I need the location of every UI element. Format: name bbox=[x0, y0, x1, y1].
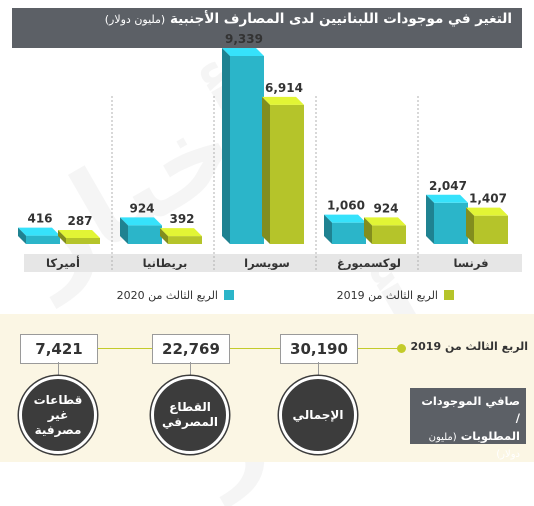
circle-label: القطاع bbox=[169, 400, 211, 414]
value-box-banking: 22,769 bbox=[152, 334, 230, 364]
data-label: 392 bbox=[169, 212, 194, 226]
data-label: 287 bbox=[67, 214, 92, 228]
circle-nonbanking: قطاعات غير مصرفية bbox=[19, 376, 97, 454]
data-label: 416 bbox=[27, 212, 52, 226]
connector-line bbox=[58, 362, 59, 376]
category-label: بريطانيا bbox=[143, 256, 188, 270]
legend-swatch-2019 bbox=[444, 290, 454, 300]
chart-title-text: التغير في موجودات اللبنانيين لدى المصارف… bbox=[169, 11, 512, 27]
connector-line bbox=[318, 362, 319, 376]
legend-label-2019: الربع الثالث من 2019 bbox=[336, 288, 438, 302]
category-label: لوكسمبورغ bbox=[337, 256, 401, 271]
bar-top bbox=[364, 217, 406, 226]
data-label: 924 bbox=[373, 201, 398, 215]
bar-top bbox=[262, 96, 304, 105]
bar-side bbox=[18, 227, 26, 244]
row-label: الربع الثالث من 2019 bbox=[410, 340, 528, 353]
category-axis-band bbox=[24, 254, 522, 272]
bar-2020 bbox=[332, 222, 366, 244]
bar-2019 bbox=[474, 215, 508, 244]
bar-side bbox=[364, 217, 372, 244]
bar-top bbox=[466, 207, 508, 216]
circle-total: الإجمالي bbox=[279, 376, 357, 454]
data-label: 1,407 bbox=[469, 192, 507, 206]
bar-2020 bbox=[434, 202, 468, 244]
chart-unit: (مليون دولار) bbox=[104, 13, 166, 26]
bar-side bbox=[160, 228, 168, 244]
bar-top bbox=[324, 214, 366, 223]
category-label: فرنسا bbox=[453, 256, 488, 270]
bar-2019 bbox=[270, 104, 304, 244]
data-label: 2,047 bbox=[429, 179, 467, 193]
circle-label: قطاعات bbox=[33, 392, 83, 407]
bar-top bbox=[58, 230, 100, 238]
bar-top bbox=[222, 48, 264, 56]
data-label: 9,339 bbox=[225, 32, 263, 46]
bar-2019 bbox=[372, 225, 406, 244]
circle-label: الإجمالي bbox=[292, 407, 344, 422]
bar-side bbox=[58, 230, 66, 244]
bar-2019 bbox=[168, 236, 202, 244]
data-label: 6,914 bbox=[265, 81, 303, 95]
circle-label: غير bbox=[47, 407, 69, 422]
legend-item-2019: الربع الثالث من 2019 bbox=[337, 287, 454, 303]
legend-swatch-2020 bbox=[224, 290, 234, 300]
circle-label: المصرفي bbox=[162, 415, 218, 429]
circle-banking: القطاع المصرفي bbox=[151, 376, 229, 454]
row-connector-dot bbox=[397, 344, 406, 353]
bar-top bbox=[120, 217, 162, 226]
bar-2020 bbox=[230, 56, 264, 244]
chart-title: التغير في موجودات اللبنانيين لدى المصارف… bbox=[105, 11, 512, 27]
bar-side bbox=[222, 48, 230, 244]
bar-top bbox=[160, 228, 202, 237]
category-label: أميركا bbox=[46, 255, 80, 270]
bar-top bbox=[18, 227, 60, 236]
data-label: 924 bbox=[129, 201, 154, 215]
bar-chart: 416 287 أميركا 924 392 بريطانيا 9,339 6,914 سويس… bbox=[18, 32, 522, 272]
legend-label-2020: الربع الثالث من 2020 bbox=[116, 288, 218, 302]
bar-side bbox=[466, 207, 474, 244]
bar-top bbox=[426, 194, 468, 203]
connector-line bbox=[190, 362, 191, 376]
chart-title-bar: التغير في موجودات اللبنانيين لدى المصارف… bbox=[12, 8, 522, 48]
data-label: 1,060 bbox=[327, 199, 365, 213]
bar-side bbox=[262, 96, 270, 244]
category-label: سويسرا bbox=[244, 256, 290, 271]
bar-side bbox=[120, 217, 128, 244]
bar-2020 bbox=[128, 225, 162, 244]
bar-2019 bbox=[66, 238, 100, 244]
net-title-line2: المطلوبات bbox=[460, 428, 520, 443]
legend-item-2020: الربع الثالث من 2020 bbox=[117, 287, 234, 303]
net-unit: (مليون دولار) bbox=[428, 431, 520, 460]
value-box-nonbanking: 7,421 bbox=[20, 334, 98, 364]
net-assets-title-box: صافي الموجودات / المطلوبات (مليون دولار) bbox=[410, 388, 526, 460]
circle-label: مصرفية bbox=[34, 422, 82, 437]
value-box-total: 30,190 bbox=[280, 334, 358, 364]
bar-2020 bbox=[26, 235, 60, 244]
bar-side bbox=[324, 214, 332, 244]
bar-side bbox=[426, 194, 434, 244]
net-title-line1: صافي الموجودات / bbox=[421, 394, 520, 426]
